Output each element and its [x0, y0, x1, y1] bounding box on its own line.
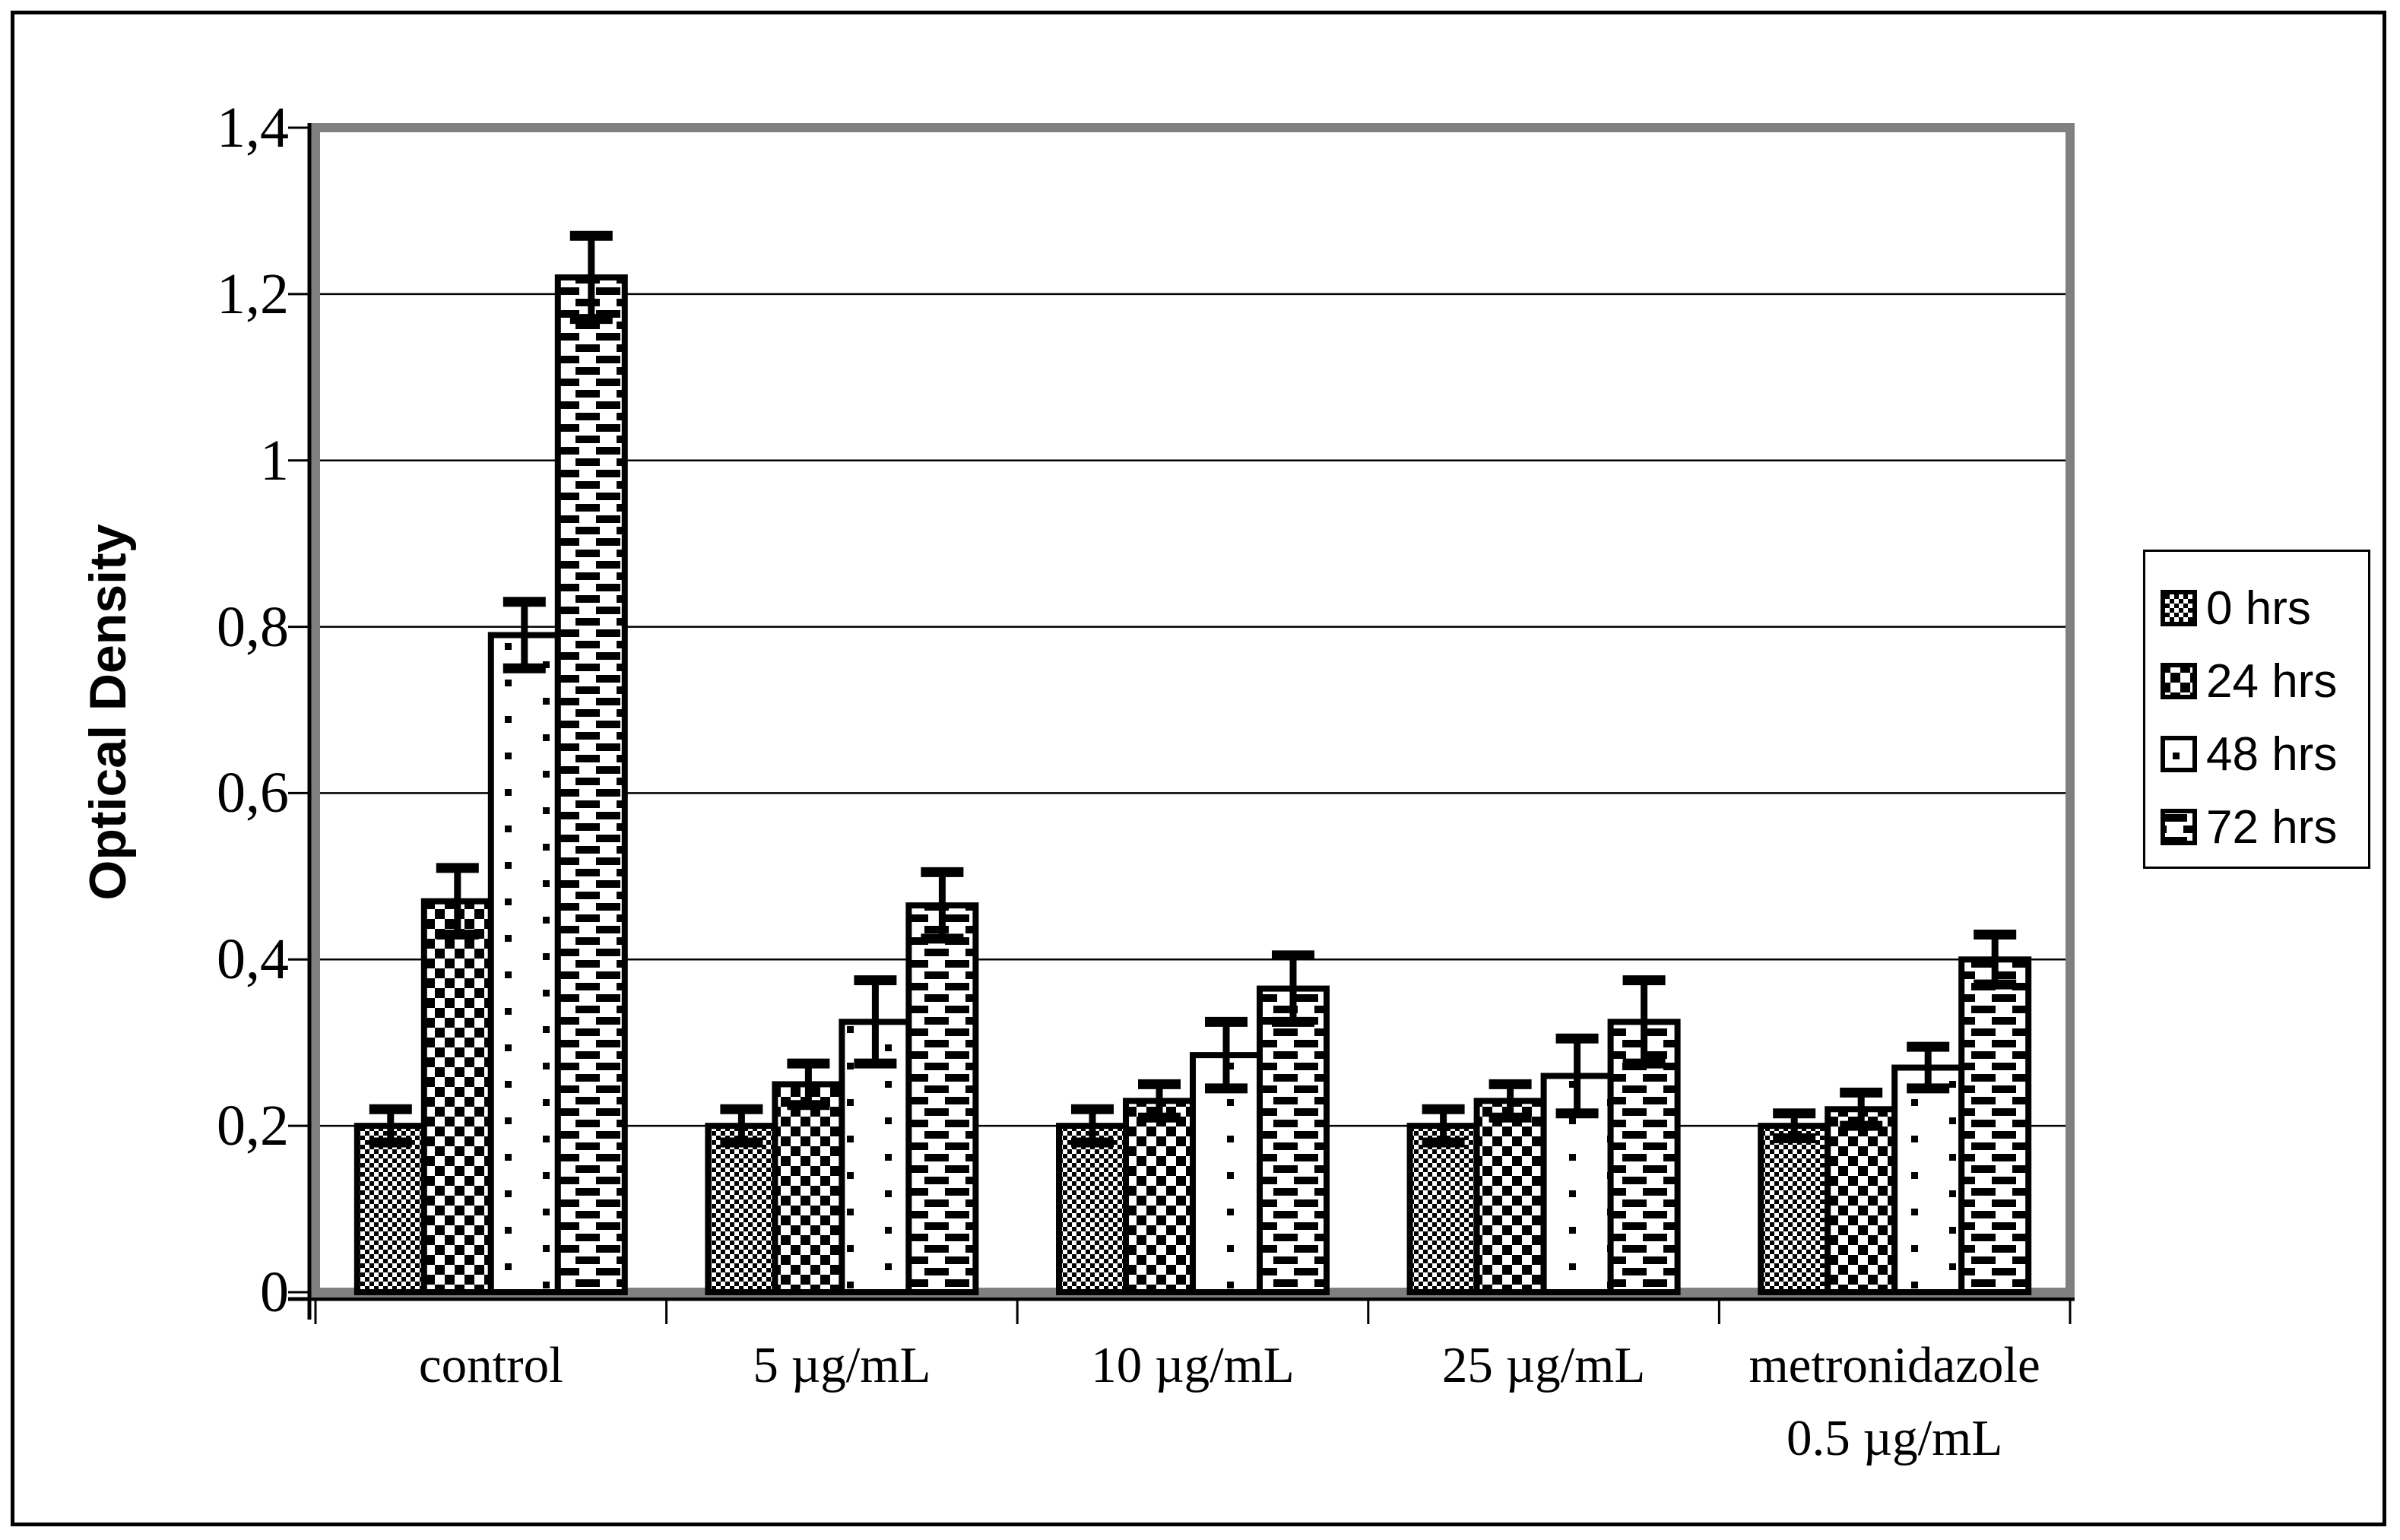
legend-label-24hrs: 24 hrs [2206, 654, 2338, 708]
error-bar [1489, 1079, 1532, 1123]
bar-48hrs-5 [1891, 1064, 1965, 1295]
bar-24hrs-4 [1473, 1098, 1547, 1296]
bar-0hrs-3 [1056, 1123, 1129, 1295]
y-tick-label-0: 0 [260, 1260, 289, 1324]
legend-label-72hrs: 72 hrs [2206, 800, 2338, 854]
bar-24hrs-3 [1123, 1098, 1196, 1296]
bar-72hrs-5 [1958, 956, 2032, 1296]
legend-item-48hrs: 48 hrs [2161, 718, 2368, 791]
legend-swatch-0hrs-icon [2161, 590, 2197, 626]
bar-0hrs-5 [1758, 1123, 1831, 1295]
bar-72hrs-1 [554, 274, 628, 1295]
error-bar [787, 1058, 830, 1111]
y-tick-label-1,2: 1,2 [217, 261, 289, 326]
bar-24hrs-2 [772, 1081, 845, 1296]
error-bar [503, 597, 546, 673]
error-bar [1622, 975, 1666, 1069]
y-tick-label-1,4: 1,4 [217, 96, 289, 160]
legend-item-0hrs: 0 hrs [2161, 572, 2368, 645]
legend-label-0hrs: 0 hrs [2206, 581, 2311, 635]
y-tick-label-0,4: 0,4 [217, 927, 289, 992]
error-bar [1205, 1016, 1248, 1094]
error-bar [921, 867, 964, 944]
y-tick-label-0,2: 0,2 [217, 1094, 289, 1158]
error-bar [1840, 1087, 1883, 1131]
error-bar [1422, 1104, 1465, 1148]
bar-48hrs-1 [487, 632, 561, 1295]
category-label-5: metronidazole 0.5 µg/mL [1748, 1337, 2040, 1466]
legend: 0 hrs 24 hrs 48 hrs 72 hrs [2143, 550, 2370, 869]
legend-swatch-24hrs-icon [2161, 663, 2197, 699]
error-bar [1138, 1079, 1181, 1123]
category-label-3: 10 µg/mL [1091, 1337, 1295, 1393]
y-tick-label-1: 1 [260, 428, 289, 493]
error-bar [1555, 1033, 1599, 1119]
legend-item-24hrs: 24 hrs [2161, 645, 2368, 718]
error-bar [1071, 1104, 1114, 1148]
category-label-1: control [418, 1337, 563, 1393]
error-bar [569, 230, 613, 325]
error-bar [854, 975, 897, 1069]
category-label-4: 25 µg/mL [1441, 1337, 1646, 1393]
bar-0hrs-1 [354, 1123, 427, 1295]
legend-swatch-48hrs-icon [2161, 736, 2197, 772]
error-bar [1773, 1108, 1816, 1144]
y-axis-title: Optical Density [79, 524, 137, 901]
error-bar [720, 1104, 763, 1148]
figure-border [11, 11, 2386, 1526]
bar-72hrs-2 [905, 902, 979, 1295]
y-tick-label-0,8: 0,8 [217, 594, 289, 659]
bar-24hrs-1 [420, 898, 494, 1295]
error-bar [1974, 929, 2017, 990]
bar-0hrs-4 [1406, 1123, 1480, 1295]
y-tick-label-0,6: 0,6 [217, 761, 289, 825]
category-label-2: 5 µg/mL [753, 1337, 931, 1393]
bar-0hrs-2 [705, 1123, 778, 1295]
error-bar [1272, 950, 1314, 1027]
error-bar [436, 863, 479, 940]
legend-item-72hrs: 72 hrs [2161, 791, 2368, 863]
bar-24hrs-5 [1825, 1106, 1898, 1296]
bar-72hrs-3 [1257, 985, 1330, 1295]
legend-swatch-72hrs-icon [2161, 809, 2197, 845]
error-bar [1907, 1041, 1950, 1094]
legend-label-48hrs: 48 hrs [2206, 727, 2338, 781]
error-bar [369, 1104, 412, 1148]
